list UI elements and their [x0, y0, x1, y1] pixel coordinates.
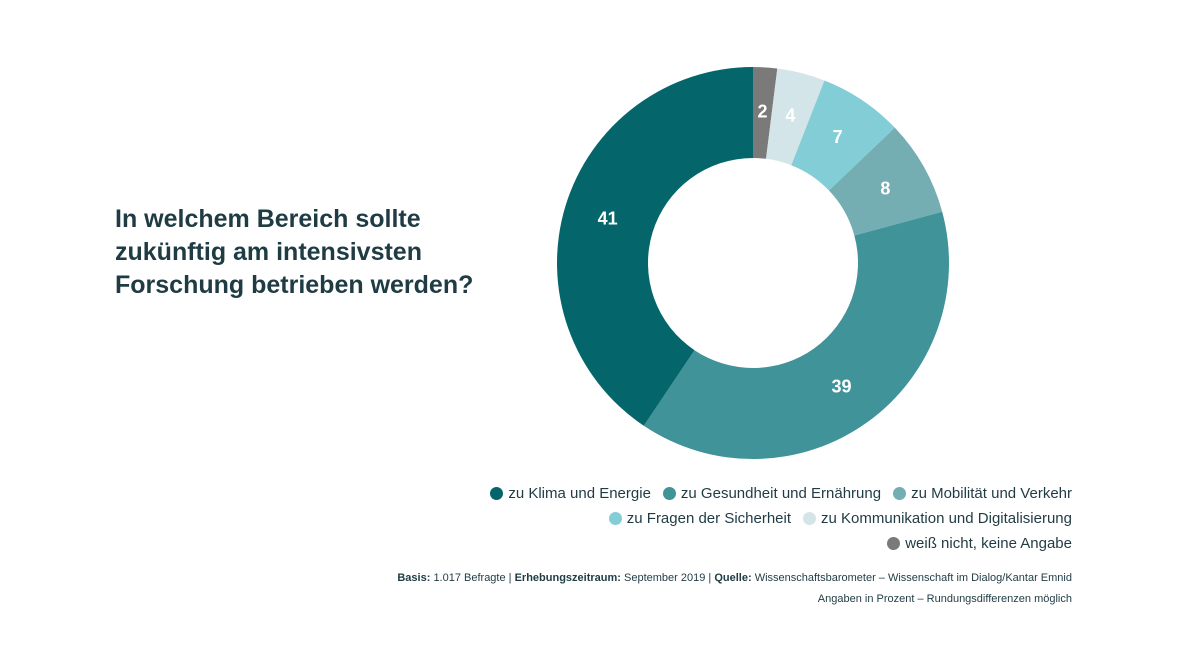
legend-swatch — [887, 537, 901, 550]
slice-value-label: 41 — [598, 209, 618, 229]
legend-item-gesundheit: zu Gesundheit und Ernährung — [662, 485, 882, 502]
legend-label: zu Kommunikation und Digitalisierung — [821, 510, 1072, 527]
legend-item-keine-angabe: weiß nicht, keine Angabe — [887, 535, 1072, 552]
legend-row: zu Klima und Energie zu Gesundheit und E… — [432, 481, 1072, 506]
donut-slice — [766, 68, 825, 166]
donut-chart: 2 4 7 8 39 41 — [557, 67, 949, 459]
donut-slice — [643, 211, 949, 459]
slice-value-label: 7 — [833, 127, 843, 147]
donut-slice — [753, 67, 778, 159]
legend-item-mobilitaet: zu Mobilität und Verkehr — [893, 485, 1072, 502]
legend-swatch — [803, 512, 817, 525]
legend-label: zu Mobilität und Verkehr — [911, 485, 1072, 502]
legend: zu Klima und Energie zu Gesundheit und E… — [432, 481, 1072, 556]
legend-swatch — [608, 512, 622, 525]
legend-item-sicherheit: zu Fragen der Sicherheit — [608, 510, 792, 527]
donut-slice — [557, 67, 753, 426]
source-value: Wissenschaftsbarometer – Wissenschaft im… — [754, 572, 1072, 584]
note-line: Angaben in Prozent – Rundungsdifferenzen… — [817, 593, 1072, 605]
legend-swatch — [662, 487, 676, 500]
donut-slice — [791, 80, 895, 191]
legend-row: zu Fragen der Sicherheit zu Kommunikatio… — [432, 506, 1072, 531]
legend-item-klima: zu Klima und Energie — [490, 485, 651, 502]
basis-value: 1.017 Befragte — [433, 572, 506, 584]
separator: | — [708, 572, 712, 584]
legend-label: zu Gesundheit und Ernährung — [680, 485, 882, 502]
legend-swatch — [893, 487, 907, 500]
source-label: Quelle: — [714, 572, 752, 584]
legend-label: zu Fragen der Sicherheit — [626, 510, 792, 527]
chart-title: In welchem Bereich sollte zukünftig am i… — [115, 205, 474, 299]
source-line: Basis: 1.017 Befragte | Erhebungszeitrau… — [272, 568, 1072, 589]
donut-slice — [828, 127, 943, 236]
slice-value-label: 39 — [832, 377, 852, 397]
footer: Basis: 1.017 Befragte | Erhebungszeitrau… — [272, 568, 1072, 610]
period-label: Erhebungszeitraum: — [514, 572, 621, 584]
period-value: September 2019 — [624, 572, 706, 584]
legend-row: weiß nicht, keine Angabe — [432, 531, 1072, 556]
slice-value-label: 8 — [880, 178, 890, 198]
slice-value-label: 4 — [785, 106, 795, 126]
separator: | — [508, 572, 512, 584]
legend-item-kommunikation: zu Kommunikation und Digitalisierung — [803, 510, 1072, 527]
legend-label: weiß nicht, keine Angabe — [905, 535, 1072, 552]
legend-swatch — [490, 487, 504, 500]
slice-value-label: 2 — [757, 101, 767, 121]
legend-label: zu Klima und Energie — [508, 485, 651, 502]
basis-label: Basis: — [397, 572, 431, 584]
